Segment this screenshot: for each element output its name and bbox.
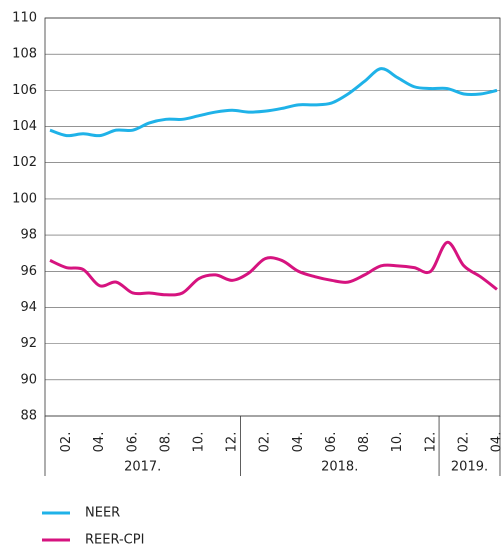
data-line (49, 240, 498, 297)
legend-label: REER-CPI (85, 533, 144, 548)
x-tick-label: 08. (158, 432, 173, 453)
y-tick-label: 88 (20, 409, 37, 424)
year-label: 2017. (124, 460, 161, 475)
x-tick-label: 06. (324, 432, 339, 453)
x-tick-label: 02. (456, 432, 471, 453)
x-tick-label: 02. (59, 432, 74, 453)
y-tick-label: 92 (20, 336, 37, 351)
y-tick-label: 98 (20, 228, 37, 243)
x-tick-label: 08. (357, 432, 372, 453)
x-tick-label: 04. (490, 432, 504, 453)
year-label: 2019. (451, 460, 488, 475)
y-tick-label: 106 (12, 83, 37, 98)
x-tick-label: 04. (92, 432, 107, 453)
year-label: 2018. (321, 460, 358, 475)
x-tick-label: 06. (125, 432, 140, 453)
y-tick-label: 110 (12, 11, 37, 26)
x-tick-label: 10. (390, 432, 405, 453)
y-tick-label: 94 (20, 300, 37, 315)
x-tick-label: 04. (291, 432, 306, 453)
x-tick-label: 10. (192, 432, 207, 453)
y-tick-label: 96 (20, 264, 37, 279)
y-tick-label: 90 (20, 372, 37, 387)
y-tick-label: 102 (12, 155, 37, 170)
y-tick-label: 100 (12, 191, 37, 206)
legend-label: NEER (85, 506, 120, 521)
y-tick-label: 104 (12, 119, 37, 134)
x-tick-label: 12. (423, 432, 438, 453)
plot-frame (44, 17, 501, 417)
data-line (49, 67, 498, 138)
x-tick-label: 02. (258, 432, 273, 453)
x-tick-label: 12. (225, 432, 240, 453)
y-tick-label: 108 (12, 47, 37, 62)
